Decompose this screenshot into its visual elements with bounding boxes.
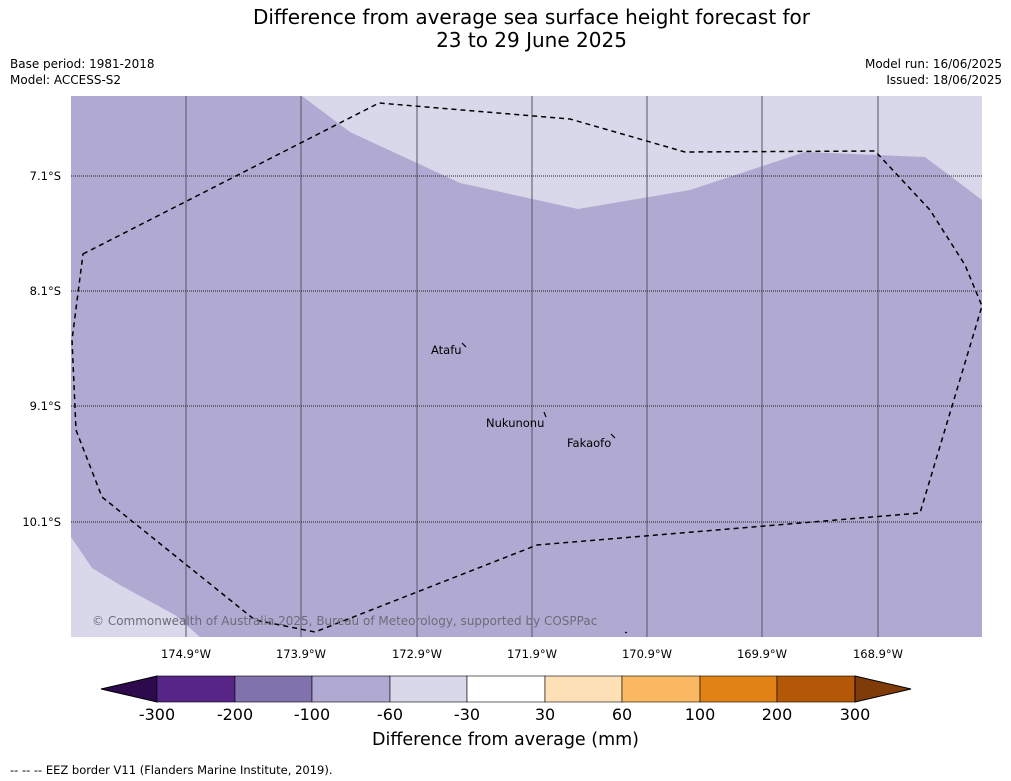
place-label-fakaofo: Fakaofo [567, 436, 612, 450]
light-anomaly-region-north [302, 96, 982, 209]
lon-label: 170.9°W [621, 647, 673, 661]
colorbar-tick-label: -200 [216, 705, 254, 724]
longitude-gridlines [185, 96, 879, 637]
place-label-atafu: Atafu [431, 343, 462, 357]
colorbar-extend-right [854, 675, 912, 703]
issued-date: Issued: 18/06/2025 [886, 73, 1002, 87]
title-line-2: 23 to 29 June 2025 [436, 28, 627, 52]
lon-label: 169.9°W [736, 647, 788, 661]
colorbar-tick-label: -60 [376, 705, 404, 724]
chart-title: Difference from average sea surface heig… [0, 6, 1011, 52]
colorbar-extend-left [100, 675, 158, 703]
colorbar-bin [156, 675, 236, 703]
lon-label: 173.9°W [275, 647, 327, 661]
colorbar-tick-label: 200 [761, 705, 793, 724]
lat-label: 7.1°S [29, 169, 61, 183]
lat-label: 10.1°S [22, 515, 61, 529]
colorbar [100, 675, 912, 703]
colorbar-bin [311, 675, 391, 703]
colorbar-tick-label: 30 [534, 705, 556, 724]
lat-label: 8.1°S [29, 284, 61, 298]
model-name: Model: ACCESS-S2 [10, 73, 122, 87]
colorbar-tick-label: -300 [138, 705, 176, 724]
fakaofo-atoll-mark [610, 433, 616, 439]
meta-right: Model run: 16/06/2025 Issued: 18/06/2025 [865, 56, 1002, 88]
lon-label: 172.9°W [391, 647, 443, 661]
colorbar-tick-label: 100 [684, 705, 716, 724]
place-label-nukunonu: Nukunonu [486, 416, 545, 430]
meta-left: Base period: 1981-2018 Model: ACCESS-S2 [10, 56, 155, 88]
colorbar-bin [621, 675, 701, 703]
lon-label: 174.9°W [160, 647, 212, 661]
small-island-mark [624, 631, 628, 634]
lon-label: 168.9°W [852, 647, 904, 661]
base-period: Base period: 1981-2018 [10, 57, 155, 71]
colorbar-tick-label: -30 [453, 705, 481, 724]
lon-label: 171.9°W [506, 647, 558, 661]
model-run-date: Model run: 16/06/2025 [864, 57, 1002, 71]
colorbar-tick-label: -100 [293, 705, 331, 724]
copyright-notice: © Commonwealth of Australia 2025, Bureau… [92, 614, 598, 628]
colorbar-bin [389, 675, 468, 703]
light-anomaly-region-south [71, 537, 200, 637]
colorbar-bin [466, 675, 546, 703]
atoll-marks [461, 342, 628, 634]
atafu-atoll-mark [461, 342, 467, 348]
lat-label: 9.1°S [29, 399, 61, 413]
nukunonu-atoll-mark [543, 411, 547, 418]
title-line-1: Difference from average sea surface heig… [252, 5, 811, 29]
colorbar-tick-label: 60 [611, 705, 633, 724]
colorbar-bin [234, 675, 313, 703]
colorbar-bin [544, 675, 623, 703]
colorbar-bin [776, 675, 856, 703]
colorbar-bin [699, 675, 778, 703]
colorbar-title: Difference from average (mm) [371, 730, 640, 750]
colorbar-tick-label: 300 [839, 705, 871, 724]
footnote-eez-source: -- -- -- EEZ border V11 (Flanders Marine… [10, 763, 333, 777]
